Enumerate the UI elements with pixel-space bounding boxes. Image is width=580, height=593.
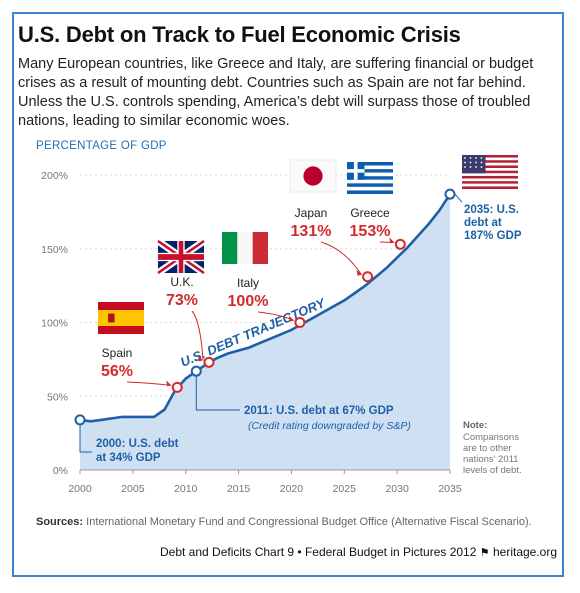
callout-line — [454, 193, 463, 203]
italy-flag — [222, 232, 268, 264]
site-link[interactable]: heritage.org — [492, 545, 558, 559]
bell-icon: ⚑ — [479, 547, 490, 559]
country-name: Greece — [350, 206, 390, 220]
country-name: U.K. — [170, 275, 193, 289]
us-callout-2035: debt at — [464, 217, 502, 229]
y-tick-label: 200% — [41, 170, 68, 182]
chart-title: U.S. Debt on Track to Fuel Economic Cris… — [18, 22, 461, 47]
sources-label: Sources: — [36, 516, 84, 528]
note-title: Note: — [463, 420, 487, 431]
note-text: levels of debt. — [463, 465, 522, 476]
debt-line — [79, 193, 452, 423]
note-text: are to other — [463, 443, 512, 454]
sources-text: International Monetary Fund and Congress… — [86, 516, 532, 528]
country-marker — [394, 238, 406, 250]
country-value: 100% — [228, 293, 269, 310]
y-tick-label: 0% — [53, 465, 68, 477]
country-marker — [203, 356, 215, 368]
callout-line — [79, 424, 92, 453]
y-axis-label: PERCENTAGE OF GDP — [36, 140, 167, 152]
chart-subtitle: Many European countries, like Greece and… — [18, 56, 534, 129]
uk-flag — [155, 238, 207, 276]
country-marker — [362, 271, 374, 283]
x-tick-label: 2000 — [68, 483, 92, 495]
country-marker — [171, 381, 183, 393]
sources-line: Sources: International Monetary Fund and… — [36, 516, 532, 528]
y-tick-label: 150% — [41, 244, 68, 256]
x-tick-label: 2020 — [280, 483, 304, 495]
us-callout-2000: at 34% GDP — [96, 452, 161, 464]
chart-id: Debt and Deficits Chart 9 — [160, 545, 295, 559]
country-marker — [294, 317, 306, 328]
country-value: 56% — [101, 363, 133, 380]
us-marker — [74, 414, 86, 426]
x-tick-label: 2010 — [174, 483, 198, 495]
country-value: 73% — [166, 292, 198, 309]
country-name: Spain — [102, 346, 133, 360]
leader-arrow — [166, 380, 172, 387]
annotations: Spain 56% U.K. 73% Italy 100% Japan 131% Greece 1… — [79, 155, 522, 476]
country-value: 153% — [350, 223, 391, 240]
markers — [74, 188, 456, 426]
leader-line — [126, 381, 172, 386]
greece-flag — [347, 162, 393, 194]
note-text: Comparisons — [463, 432, 519, 443]
us-callout-2011: 2011: U.S. debt at 67% GDP — [244, 405, 394, 417]
us-marker — [444, 188, 456, 200]
leader-arrow — [356, 269, 362, 276]
japan-flag — [289, 159, 337, 193]
debt-area-fill — [80, 194, 450, 470]
usa-flag — [462, 155, 518, 189]
us-callout-2035: 2035: U.S. — [464, 204, 519, 216]
x-tick-label: 2025 — [333, 483, 357, 495]
us-callout-2011-note: (Credit rating downgraded by S&P) — [248, 420, 411, 432]
leader-arrow — [288, 315, 294, 322]
us-callout-2000: 2000: U.S. debt — [96, 438, 179, 450]
spain-flag — [98, 302, 144, 334]
x-tick-label: 2005 — [121, 483, 145, 495]
axes: 0% 50% 100% 150% 200% 2000 2005 2010 2015 2020 202… — [41, 170, 462, 495]
country-name: Japan — [295, 206, 328, 220]
y-tick-label: 100% — [41, 318, 68, 330]
y-tick-label: 50% — [47, 391, 68, 403]
leader-arrow — [197, 355, 203, 362]
footer-line: Debt and Deficits Chart 9 • Federal Budg… — [160, 545, 557, 559]
callout-line — [195, 376, 240, 411]
infographic-frame — [12, 12, 564, 577]
x-tick-label: 2035 — [438, 483, 462, 495]
country-value: 131% — [291, 223, 332, 240]
footer-separator: • — [297, 545, 302, 559]
leader-arrow — [389, 237, 395, 244]
publication-name: Federal Budget in Pictures 2012 — [304, 545, 477, 559]
note-text: nations’ 2011 — [463, 454, 518, 465]
country-name: Italy — [237, 276, 259, 290]
us-callout-2035: 187% GDP — [464, 230, 522, 242]
leader-line — [191, 310, 204, 361]
leader-line — [320, 241, 362, 276]
us-marker — [190, 365, 202, 377]
x-tick-label: 2030 — [385, 483, 409, 495]
x-tick-label: 2015 — [227, 483, 251, 495]
